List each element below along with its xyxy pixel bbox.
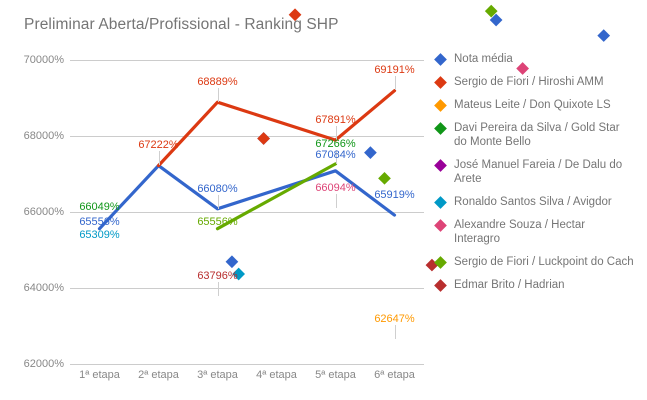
legend-marker-icon [434,76,447,89]
leader-line-66094 [335,194,337,208]
legend-item-label: Nota média [454,53,513,65]
x-axis-tick-4: 4ª etapa [256,369,297,381]
legend-item-label: Ronaldo Santos Silva / Avigdor [454,196,612,208]
leader-line-62647 [394,325,396,339]
legend-marker-icon [434,256,447,269]
legend-item-ronaldo-santos[interactable]: Ronaldo Santos Silva / Avigdor [434,195,644,209]
value-label-67891-sergio-hiroshi: 67891% [315,114,356,126]
x-axis-tick-2: 2ª etapa [138,369,179,381]
marker-nota-media-1 [225,255,239,269]
leader-line-69191 [394,76,396,90]
leader-line-63796 [217,282,219,296]
legend-item-label: Sergio de Fiori / Hiroshi AMM [454,76,604,88]
plot-area: 70000% 68000% 66000% 64000% 62000% 1ª et… [24,4,611,381]
legend-item-nota-media[interactable]: Nota média [434,52,644,66]
value-label-66049-davi: 66049% [79,201,120,213]
y-axis-tick-70000: 70000% [23,54,64,66]
value-label-65556-nota-media: 65556% [79,216,120,228]
legend-item-label: Sergio de Fiori / Luckpoint do Cach [454,256,634,268]
value-label-62647-mateus: 62647% [374,313,415,325]
legend-marker-icon [434,196,447,209]
legend-item-label: Edmar Brito / Hadrian [454,279,565,291]
value-label-67266-davi: 67266% [315,138,356,150]
value-label-69191-sergio-hiroshi: 69191% [374,64,415,76]
x-axis-tick-1: 1ª etapa [79,369,120,381]
x-axis-tick-6: 6ª etapa [374,369,415,381]
marker-nota-media-6 [597,29,611,42]
legend-item-edmar-brito[interactable]: Edmar Brito / Hadrian [434,278,644,292]
value-label-68889-sergio-hiroshi: 68889% [197,76,238,88]
gridline-62000 [70,364,424,365]
gridline-68000 [70,136,424,137]
legend-item-alexandre-souza[interactable]: Alexandre Souza / Hectar Interagro [434,218,644,246]
marker-sergio-luckpoint-3 [378,171,391,185]
gridline-64000 [70,288,424,289]
value-label-65556-sergio-luckpoint: 65556% [197,216,238,228]
value-label-67084-nota-media: 67084% [315,149,356,161]
leader-line-66080 [217,195,219,209]
legend-item-sergio-hiroshi[interactable]: Sergio de Fiori / Hiroshi AMM [434,75,644,89]
line-sergio-luckpoint [215,162,338,231]
y-axis-tick-66000: 66000% [23,206,64,218]
legend-item-mateus-leite[interactable]: Mateus Leite / Don Quixote LS [434,98,644,112]
leader-line-67222 [158,151,160,165]
legend-item-label: Mateus Leite / Don Quixote LS [454,99,611,111]
marker-nota-media-3 [364,146,377,159]
legend-marker-icon [434,219,447,232]
x-axis-tick-5: 5ª etapa [315,369,356,381]
line-sergio-hiroshi [156,89,397,168]
y-axis-tick-62000: 62000% [23,358,64,370]
legend-item-label: Davi Pereira da Silva / Gold Star do Mon… [454,122,620,148]
chart-title: Preliminar Aberta/Profissional - Ranking… [24,16,339,33]
series-lines-layer [97,4,611,281]
legend-marker-icon [434,159,447,172]
value-label-65309-ronaldo: 65309% [79,229,120,241]
y-axis-tick-68000: 68000% [23,130,64,142]
value-label-66080-nota-media: 66080% [197,183,238,195]
legend-marker-icon [434,99,447,112]
value-label-65919-nota-media: 65919% [374,189,415,201]
legend-marker-icon [434,122,447,135]
x-axis-tick-3: 3ª etapa [197,369,238,381]
leader-line-67266 [335,150,337,164]
chart-legend: Nota média Sergio de Fiori / Hiroshi AMM… [434,52,644,301]
legend-item-label: José Manuel Fareia / De Dalu do Arete [454,159,623,185]
marker-sergio-luckpoint-5 [484,4,498,18]
legend-item-label: Alexandre Souza / Hectar Interagro [454,219,586,245]
value-label-67222-sergio-hiroshi: 67222% [138,139,179,151]
legend-marker-icon [434,53,447,66]
value-label-66094-alexandre: 66094% [315,182,356,194]
marker-sergio-hiroshi-3 [288,8,302,22]
legend-item-jose-manuel-fareia[interactable]: José Manuel Fareia / De Dalu do Arete [434,158,644,186]
leader-line-67891 [335,126,337,140]
value-label-63796-edmar: 63796% [197,270,238,282]
leader-line-68889 [217,88,219,102]
y-axis-tick-64000: 64000% [23,282,64,294]
legend-item-sergio-luckpoint[interactable]: Sergio de Fiori / Luckpoint do Cach [434,255,644,269]
line-nota-media [97,163,397,231]
gridline-70000 [70,60,424,61]
legend-marker-icon [434,279,447,292]
marker-sergio-hiroshi-2 [257,132,270,145]
legend-item-davi-pereira[interactable]: Davi Pereira da Silva / Gold Star do Mon… [434,121,644,149]
